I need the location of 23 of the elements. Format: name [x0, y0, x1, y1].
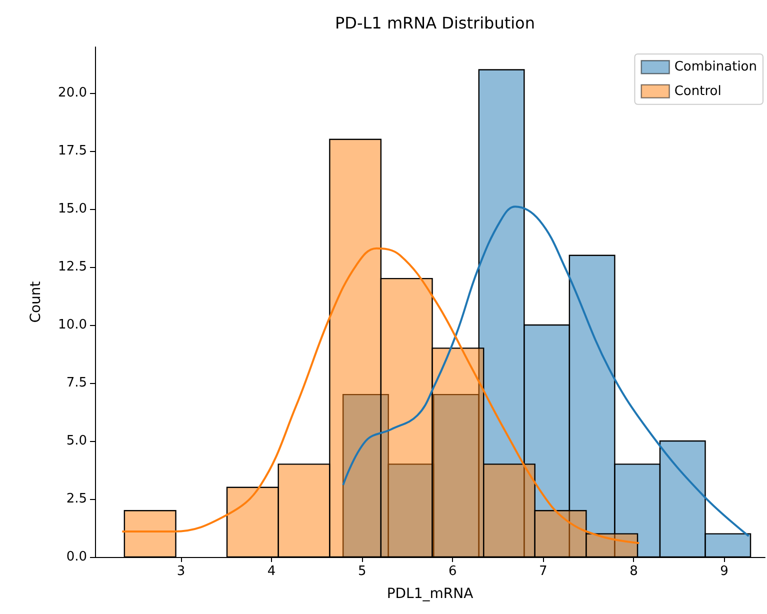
- y-tick-label: 7.5: [66, 375, 87, 390]
- x-tick-label: 6: [448, 564, 457, 579]
- x-tick-label: 3: [176, 564, 186, 579]
- line-series: [121, 247, 640, 544]
- y-tick-label: 10.0: [58, 317, 87, 332]
- x-tick-label: 7: [539, 564, 548, 579]
- chart-title: PD-L1 mRNA Distribution: [335, 14, 535, 32]
- x-tick-label: 9: [720, 564, 728, 579]
- legend-label: Control: [674, 84, 722, 99]
- y-tick-label: 15.0: [58, 201, 87, 216]
- x-axis-title: PDL1_mRNA: [386, 586, 474, 602]
- y-tick-label: 5.0: [66, 433, 87, 448]
- y-tick-label: 20.0: [58, 85, 87, 100]
- line-series: [342, 206, 750, 538]
- y-tick-label: 12.5: [58, 259, 87, 274]
- y-tick-label: 17.5: [58, 143, 87, 158]
- x-tick-label: 4: [267, 564, 276, 579]
- y-tick-label: 0.0: [66, 550, 87, 564]
- legend-label: Combination: [674, 60, 758, 75]
- x-tick-label: 5: [358, 564, 366, 579]
- y-tick-label: 2.5: [66, 491, 87, 506]
- y-axis-title: Count: [28, 280, 44, 323]
- x-tick-label: 8: [630, 564, 638, 579]
